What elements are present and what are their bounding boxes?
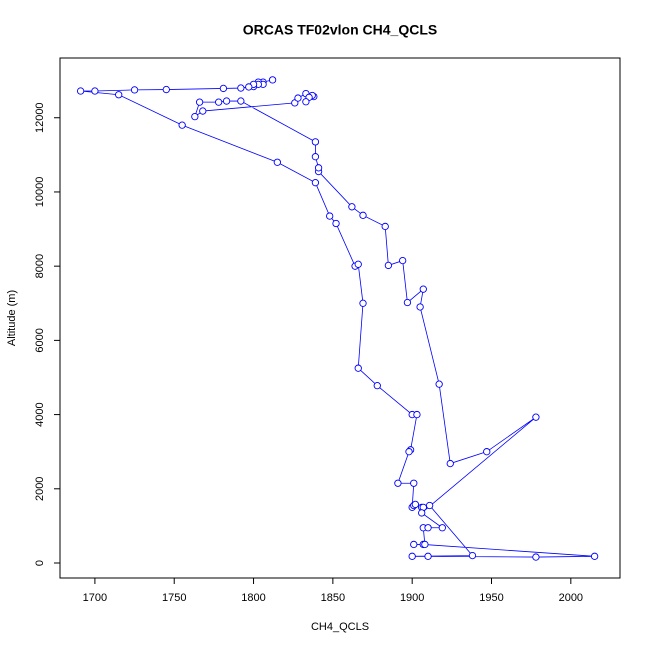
data-point (408, 552, 416, 560)
data-point (446, 459, 454, 468)
data-point (91, 87, 99, 95)
data-point (425, 501, 434, 510)
data-point (191, 112, 199, 121)
chart-title: ORCAS TF02vlon CH4_QCLS (243, 22, 437, 38)
x-axis-label: CH4_QCLS (311, 621, 369, 633)
data-point (419, 285, 427, 293)
data-point (326, 212, 334, 220)
data-point (222, 97, 231, 105)
x-tick-label: 1950 (479, 592, 503, 604)
data-point (314, 164, 323, 172)
data-point (468, 551, 477, 560)
data-point (410, 479, 418, 487)
data-point (273, 158, 281, 166)
y-axis-label: Altitude (m) (6, 290, 18, 346)
data-point (311, 179, 320, 187)
data-point (421, 540, 429, 549)
data-point (178, 121, 186, 129)
data-point (354, 364, 362, 372)
data-line (80, 79, 595, 558)
data-point (199, 107, 207, 115)
data-point (384, 261, 393, 270)
data-point (359, 211, 367, 219)
data-point (348, 203, 356, 211)
y-tick-label: 2000 (34, 477, 46, 501)
y-tick-label: 0 (34, 560, 46, 566)
data-point (219, 84, 228, 93)
data-point (237, 97, 245, 105)
data-point (311, 138, 320, 146)
data-point (354, 260, 362, 268)
x-tick-label: 1700 (83, 592, 107, 604)
data-point (532, 413, 540, 421)
x-tick-label: 1900 (400, 592, 424, 604)
data-point (268, 76, 277, 84)
data-point (416, 303, 424, 311)
x-tick-label: 1750 (162, 592, 186, 604)
data-point (294, 94, 302, 102)
data-point (394, 479, 402, 487)
data-point (413, 410, 421, 419)
x-tick-label: 1850 (321, 592, 345, 604)
data-point (332, 219, 340, 228)
plot-frame (59, 57, 621, 579)
data-point (76, 87, 85, 95)
x-tick-label: 1800 (241, 592, 265, 604)
y-tick-label: 12000 (34, 102, 46, 133)
data-point (418, 509, 426, 517)
y-tick-label: 6000 (34, 328, 46, 352)
data-point (237, 84, 245, 92)
data-point (532, 553, 540, 561)
y-tick-label: 4000 (34, 402, 46, 426)
data-point (411, 500, 420, 509)
data-point (373, 381, 381, 390)
y-tick-label: 10000 (34, 177, 46, 208)
data-point (130, 86, 139, 94)
data-point (405, 448, 413, 456)
data-point (214, 98, 223, 106)
data-point (424, 524, 432, 532)
data-point (590, 552, 599, 560)
y-tick-label: 8000 (34, 254, 46, 278)
data-point (311, 153, 320, 161)
data-point (162, 85, 170, 94)
data-point (245, 83, 253, 91)
x-tick-label: 2000 (559, 592, 583, 604)
data-point (302, 98, 310, 106)
data-point (424, 552, 432, 560)
data-point (435, 380, 443, 388)
data-point (359, 299, 367, 307)
data-point (438, 524, 446, 532)
data-point (115, 91, 123, 99)
data-point (483, 448, 491, 456)
data-point (403, 298, 412, 307)
data-point (410, 540, 418, 549)
data-point (399, 256, 407, 265)
data-point (195, 98, 204, 106)
data-point (381, 222, 389, 231)
